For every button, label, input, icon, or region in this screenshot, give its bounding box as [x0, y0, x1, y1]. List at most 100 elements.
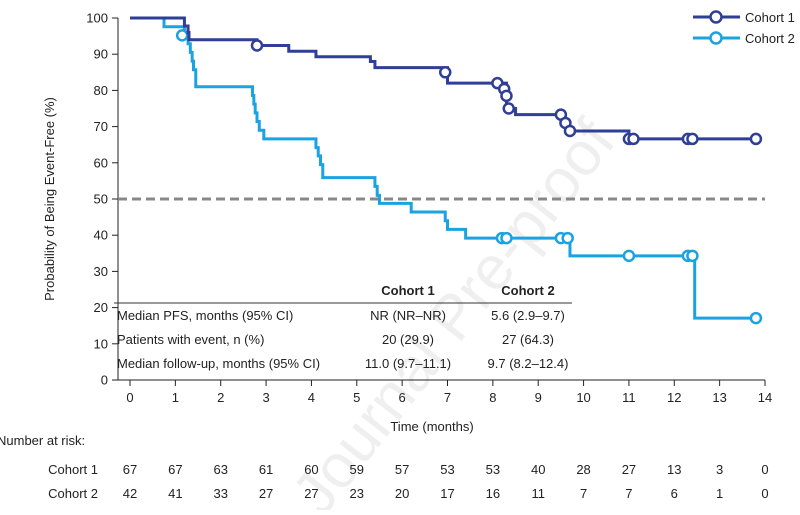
legend-item-cohort-2[interactable]: Cohort 2: [693, 31, 795, 46]
y-tick-label: 70: [94, 119, 108, 134]
y-tick-label: 100: [86, 11, 108, 26]
x-tick-label: 7: [444, 390, 451, 405]
summary-cell: 11.0 (9.7–11.1): [365, 356, 451, 371]
x-tick-label: 3: [262, 390, 269, 405]
x-tick-label: 12: [667, 390, 681, 405]
summary-cell: 20 (29.9): [382, 332, 434, 347]
censor-mark-cohort-2: [500, 231, 513, 245]
risk-count: 11: [531, 486, 545, 501]
risk-table-title: Number at risk:: [0, 433, 85, 448]
x-tick-label: 0: [126, 390, 133, 405]
y-tick-label: 40: [94, 228, 108, 243]
risk-table: Number at risk: Cohort 1 Cohort 2 67 67 63…: [0, 433, 769, 501]
risk-count: 41: [168, 486, 182, 501]
risk-row-label: Cohort 1: [48, 462, 98, 477]
summary-table: Cohort 1 Cohort 2 Median PFS, months (95…: [114, 283, 572, 371]
risk-count: 28: [576, 462, 590, 477]
risk-count: 67: [168, 462, 182, 477]
x-tick-label: 2: [217, 390, 224, 405]
summary-cell: NR (NR–NR): [370, 308, 446, 323]
summary-row-label: Patients with event, n (%): [117, 332, 264, 347]
x-tick-label: 4: [308, 390, 315, 405]
risk-count: 3: [716, 462, 723, 477]
risk-count: 67: [123, 462, 137, 477]
censor-mark-cohort-1: [686, 132, 699, 146]
y-tick-label: 20: [94, 300, 108, 315]
y-tick-label: 50: [94, 192, 108, 207]
summary-row-label: Median follow-up, months (95% CI): [117, 356, 320, 371]
risk-count: 7: [580, 486, 587, 501]
x-tick-label: 5: [353, 390, 360, 405]
risk-count: 0: [761, 462, 768, 477]
risk-count: 59: [350, 462, 364, 477]
watermark: Journal Pre-proof: [279, 107, 629, 510]
x-axis-label: Time (months): [390, 419, 473, 434]
censor-mark-cohort-2: [561, 231, 574, 245]
y-tick-label: 80: [94, 83, 108, 98]
y-tick-label: 30: [94, 264, 108, 279]
legend: Cohort 1 Cohort 2: [693, 10, 795, 46]
risk-count: 20: [395, 486, 409, 501]
y-tick-label: 10: [94, 336, 108, 351]
risk-count: 17: [440, 486, 454, 501]
risk-count: 1: [716, 486, 723, 501]
risk-count: 57: [395, 462, 409, 477]
km-curve-cohort-2: [130, 16, 756, 320]
risk-count: 61: [259, 462, 273, 477]
x-tick-label: 9: [535, 390, 542, 405]
x-tick-label: 6: [399, 390, 406, 405]
summary-cell: 9.7 (8.2–12.4): [488, 356, 569, 371]
y-axis-label: Probability of Being Event-Free (%): [42, 97, 57, 301]
risk-row-label: Cohort 2: [48, 486, 98, 501]
risk-count: 60: [304, 462, 318, 477]
risk-count: 27: [622, 462, 636, 477]
x-tick-label: 11: [622, 390, 636, 405]
x-tick-label: 14: [758, 390, 772, 405]
risk-count: 23: [350, 486, 364, 501]
risk-count: 7: [625, 486, 632, 501]
km-curve-cohort-1: [130, 16, 756, 141]
summary-row-label: Median PFS, months (95% CI): [117, 308, 293, 323]
risk-count: 0: [761, 486, 768, 501]
risk-count: 13: [667, 462, 681, 477]
censor-mark-cohort-1: [438, 66, 452, 79]
censor-mark-cohort-1: [627, 132, 640, 146]
censor-mark-cohort-1: [563, 124, 577, 138]
censor-mark-cohort-1: [250, 39, 264, 52]
legend-label: Cohort 2: [745, 31, 795, 46]
censor-mark-cohort-2: [175, 29, 189, 42]
y-tick-label: 60: [94, 155, 108, 170]
risk-count: 40: [531, 462, 545, 477]
censor-mark-cohort-1: [500, 89, 513, 103]
risk-count: 6: [671, 486, 678, 501]
risk-count: 27: [259, 486, 273, 501]
legend-item-cohort-1[interactable]: Cohort 1: [693, 10, 795, 25]
risk-count: 27: [304, 486, 318, 501]
censor-mark-cohort-2: [622, 249, 636, 263]
x-tick-label: 10: [576, 390, 590, 405]
censor-marker-icon: [709, 31, 723, 45]
risk-count: 16: [486, 486, 500, 501]
summary-cell: 5.6 (2.9–9.7): [491, 308, 565, 323]
risk-count: 53: [440, 462, 454, 477]
summary-header-cohort-2: Cohort 2: [501, 283, 554, 298]
x-tick-label: 1: [172, 390, 179, 405]
censor-marker-icon: [709, 10, 723, 24]
summary-header-cohort-1: Cohort 1: [381, 283, 434, 298]
risk-count: 53: [486, 462, 500, 477]
y-tick-label: 0: [101, 373, 108, 388]
series-group: [130, 16, 763, 325]
risk-count: 42: [123, 486, 137, 501]
censor-mark-cohort-1: [749, 132, 763, 146]
x-tick-label: 13: [712, 390, 726, 405]
censor-mark-cohort-2: [686, 249, 699, 263]
risk-count: 33: [213, 486, 227, 501]
censor-mark-cohort-1: [502, 102, 515, 115]
risk-count: 63: [213, 462, 227, 477]
y-tick-label: 90: [94, 47, 108, 62]
censor-mark-cohort-2: [749, 311, 763, 325]
legend-label: Cohort 1: [745, 10, 795, 25]
x-tick-label: 8: [489, 390, 496, 405]
